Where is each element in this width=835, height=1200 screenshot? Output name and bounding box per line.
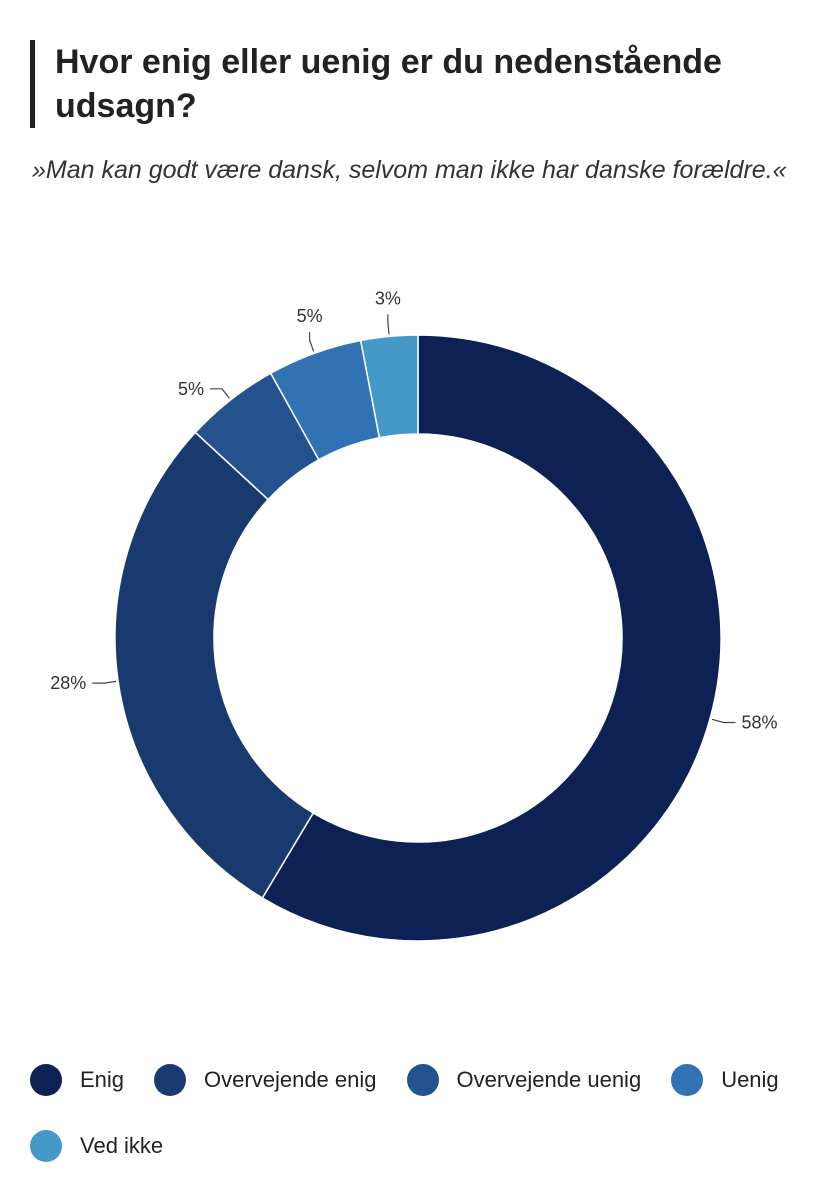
slice-label: 5% [297,306,323,326]
legend-swatch [30,1064,62,1096]
slice-label: 28% [50,673,86,693]
chart-legend: Enig Overvejende enig Overvejende uenig Uen… [30,1058,810,1168]
slice-overvejende-enig [114,431,315,899]
chart-subtitle: »Man kan godt være dansk, selvom man ikk… [32,156,787,184]
legend-item[interactable]: Uenig [671,1058,779,1102]
chart-title: Hvor enig eller uenig er du nedenstående… [55,43,722,125]
leader-line [308,332,315,352]
leader-line [711,718,736,724]
legend-swatch [671,1064,704,1096]
legend-item[interactable]: Enig [30,1058,124,1102]
legend-swatch [30,1130,62,1162]
legend-label: Overvejende uenig [456,1067,642,1092]
leader-line [92,680,117,684]
slice-label: 58% [742,712,778,732]
legend-swatch [154,1064,187,1096]
leader-line [387,314,390,335]
legend-label: Enig [80,1067,125,1092]
leader-line [210,388,230,399]
slice-label: 3% [375,288,401,308]
slice-label: 5% [178,379,204,399]
legend-label: Uenig [721,1067,779,1092]
legend-label: Ved ikke [80,1133,164,1158]
legend-item[interactable]: Overvejende uenig [406,1058,642,1102]
slice-enig [261,334,722,942]
slice-ved-ikke [359,334,419,439]
donut-chart: 58% 28% 5% 5% 3% [50,288,778,942]
legend-item[interactable]: Ved ikke [30,1124,163,1168]
chart-header: Hvor enig eller uenig er du nedenstående… [30,40,825,128]
legend-label: Overvejende enig [204,1067,377,1092]
legend-swatch [406,1064,439,1096]
legend-item[interactable]: Overvejende enig [154,1058,377,1102]
